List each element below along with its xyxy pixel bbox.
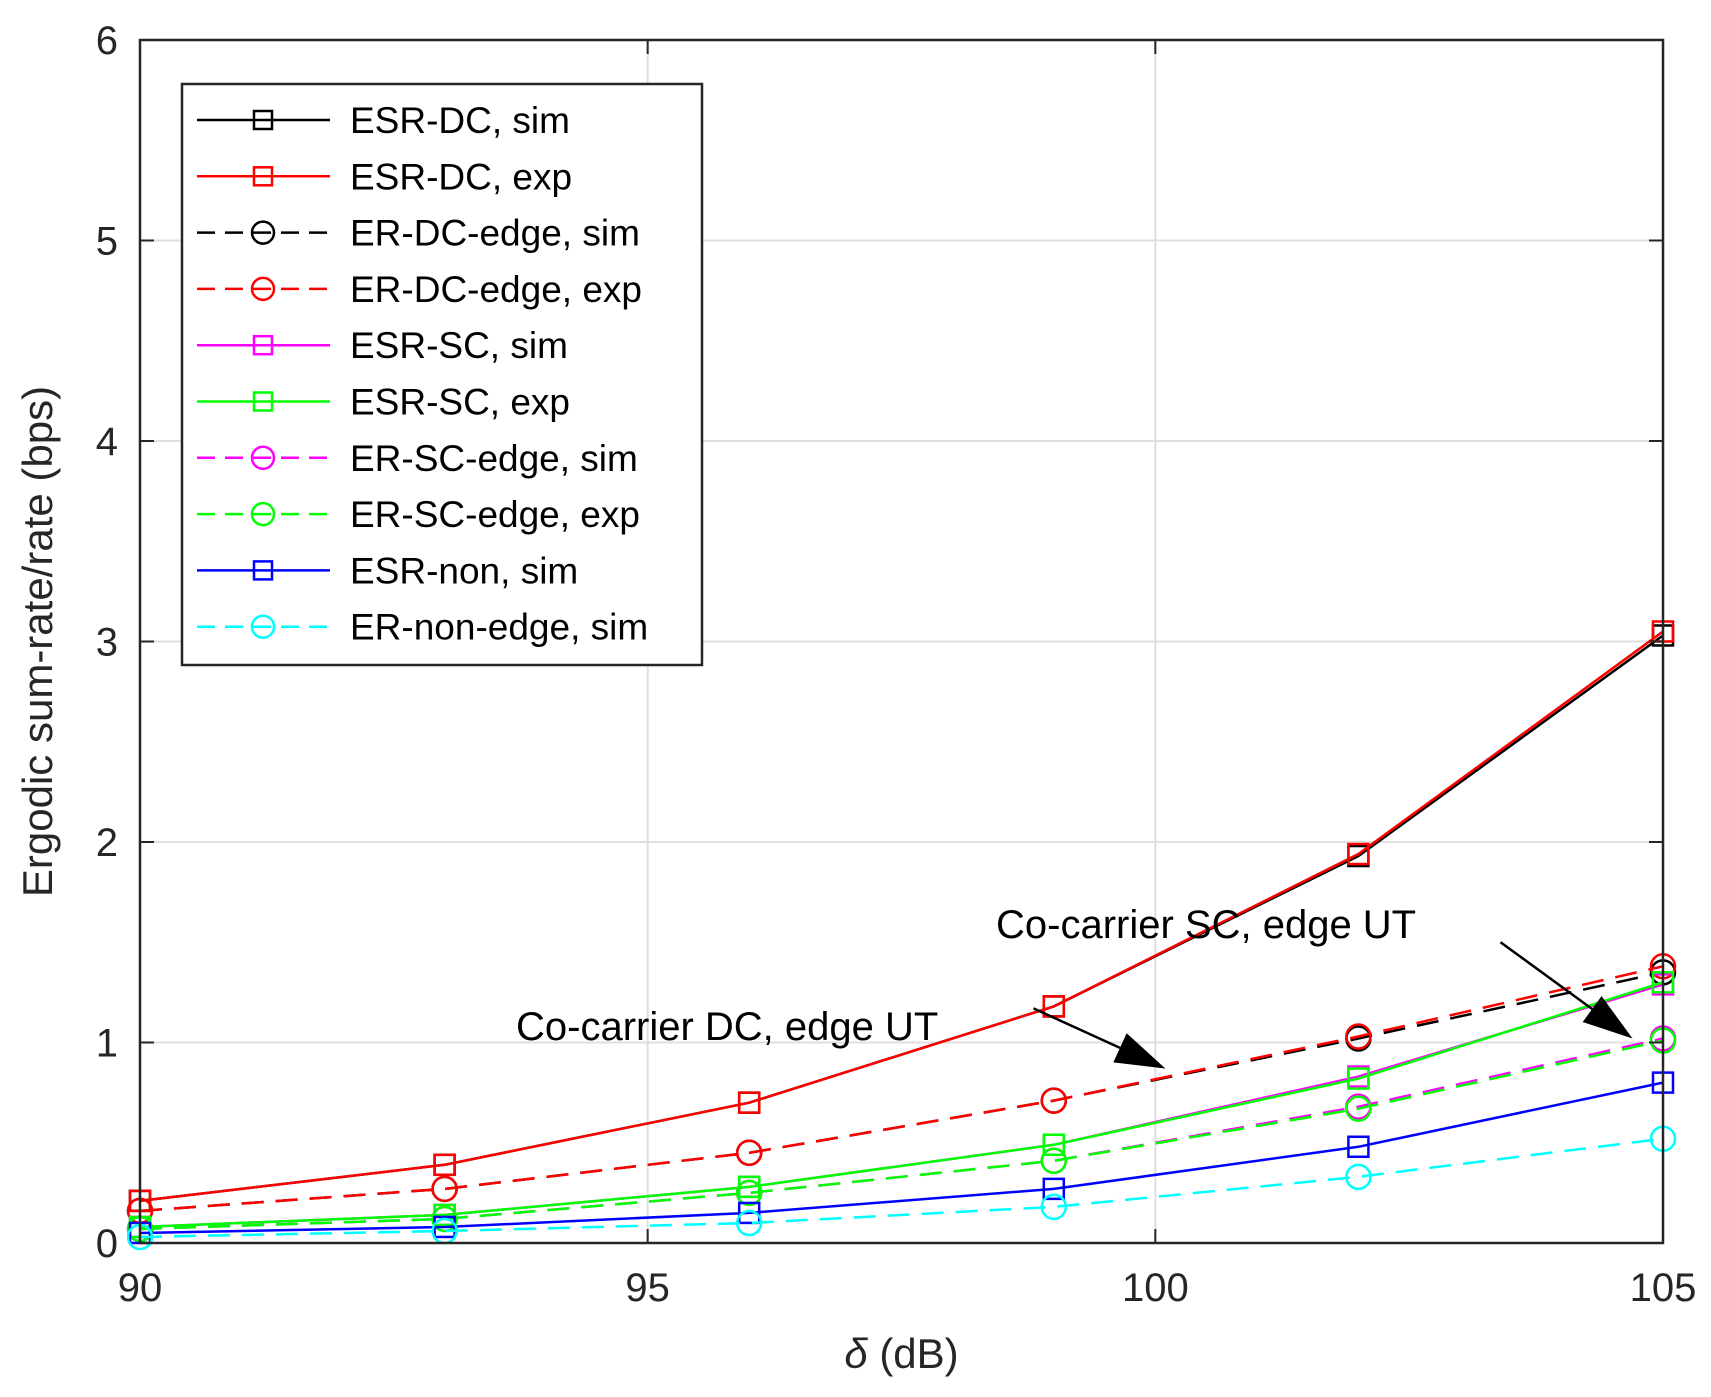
legend-label: ESR-SC, exp xyxy=(350,382,570,423)
data-point xyxy=(735,1209,763,1237)
series-line xyxy=(139,1081,1664,1235)
x-axis-symbol: δ xyxy=(844,1330,868,1377)
data-point xyxy=(433,1153,456,1177)
series-esr-dc-sim xyxy=(128,624,1675,1213)
data-point xyxy=(1345,1023,1372,1050)
legend-label: ER-non-edge, sim xyxy=(350,607,648,648)
data-point xyxy=(1040,1087,1068,1114)
legend: ESR-DC, sim ESR-DC, exp ER-DC-edge, sim ER-… xyxy=(180,82,704,667)
data-point xyxy=(737,1201,761,1225)
data-point xyxy=(1347,1135,1370,1159)
legend-item: ESR-SC, exp xyxy=(197,382,570,423)
data-point xyxy=(1040,1147,1068,1175)
data-point xyxy=(737,1091,761,1114)
legend-marker xyxy=(250,276,276,302)
legend-item: ER-DC-edge, sim xyxy=(197,213,640,254)
series-line xyxy=(139,981,1664,1229)
data-point xyxy=(735,1179,763,1207)
legend-box xyxy=(180,82,704,667)
legend-label: ER-DC-edge, exp xyxy=(350,269,642,310)
x-tick-label: 105 xyxy=(1630,1266,1697,1310)
series-line xyxy=(139,965,1664,1213)
legend-marker xyxy=(252,166,274,187)
annotation-arrow-line xyxy=(1499,941,1593,1011)
annotation-arrowhead xyxy=(1113,1033,1166,1069)
legend-label: ER-DC-edge, sim xyxy=(350,213,640,254)
x-axis-unit: (dB) xyxy=(868,1330,959,1377)
series-line xyxy=(139,1137,1664,1239)
y-tick-label: 6 xyxy=(96,19,118,63)
legend-item: ESR-SC, sim xyxy=(197,325,568,366)
ticks: 90 95 100 105 0 1 2 3 4 5 6 xyxy=(96,19,1697,1310)
series-layer xyxy=(126,620,1677,1251)
data-point xyxy=(1347,842,1370,866)
y-tick-label: 2 xyxy=(96,821,118,865)
legend-marker xyxy=(250,614,276,639)
y-tick-label: 0 xyxy=(96,1222,118,1266)
annotation: Co-carrier DC, edge UT xyxy=(516,1005,1166,1069)
legend-label: ER-SC-edge, exp xyxy=(350,494,640,535)
data-point xyxy=(735,1139,763,1167)
annotations: Co-carrier DC, edge UT Co-carrier SC, edg… xyxy=(516,903,1633,1069)
legend-item: ESR-DC, exp xyxy=(197,156,572,197)
data-point xyxy=(1042,1177,1066,1201)
legend-marker xyxy=(252,109,274,131)
y-tick-label: 3 xyxy=(96,621,118,665)
legend-label: ER-SC-edge, sim xyxy=(350,438,638,479)
legend-marker xyxy=(252,560,274,581)
legend-item: ER-SC-edge, sim xyxy=(197,438,638,479)
series-line xyxy=(139,634,1664,1203)
series-er-sc-edge-sim xyxy=(126,1025,1677,1243)
series-line xyxy=(139,1039,1664,1231)
data-point xyxy=(1345,1163,1372,1191)
y-axis-label: Ergodic sum-rate/rate (bps) xyxy=(14,386,61,897)
legend-item: ESR-non, sim xyxy=(197,550,578,591)
series-er-dc-edge-sim xyxy=(126,959,1677,1225)
legend-marker xyxy=(252,334,274,356)
legend-marker xyxy=(250,220,276,245)
series-esr-sc-exp xyxy=(128,971,1675,1239)
annotation: Co-carrier SC, edge UT xyxy=(996,903,1633,1039)
data-point xyxy=(1040,1193,1068,1221)
legend-item: ER-DC-edge, exp xyxy=(197,269,642,310)
data-point xyxy=(433,1215,456,1239)
x-axis-label: δ (dB) xyxy=(844,1330,958,1377)
legend-label: ESR-non, sim xyxy=(350,550,578,591)
series-line xyxy=(139,630,1664,1203)
data-point xyxy=(1347,1067,1370,1090)
annotation-arrowhead xyxy=(1582,996,1633,1039)
legend-label: ESR-DC, sim xyxy=(350,100,570,141)
series-er-sc-edge-exp xyxy=(126,1027,1677,1243)
series-esr-dc-exp xyxy=(128,620,1675,1213)
series-er-dc-edge-exp xyxy=(126,953,1677,1225)
annotation-arrow-line xyxy=(1032,1007,1121,1049)
legend-marker xyxy=(252,391,274,412)
y-tick-label: 4 xyxy=(96,420,118,464)
legend-marker xyxy=(250,501,276,527)
legend-label: ESR-SC, sim xyxy=(350,325,568,366)
x-tick-label: 100 xyxy=(1122,1266,1189,1310)
annotation-label: Co-carrier DC, edge UT xyxy=(516,1005,938,1049)
legend-item: ER-SC-edge, exp xyxy=(197,494,640,535)
data-point xyxy=(433,1203,456,1227)
data-point xyxy=(1042,1133,1066,1157)
legend-marker xyxy=(250,445,276,471)
y-tick-label: 5 xyxy=(96,220,118,264)
y-tick-label: 1 xyxy=(96,1022,118,1066)
data-point xyxy=(431,1205,458,1233)
x-tick-label: 90 xyxy=(118,1266,163,1310)
legend-item: ESR-DC, sim xyxy=(197,100,570,141)
data-point xyxy=(1345,1095,1372,1122)
data-point xyxy=(431,1175,458,1203)
x-tick-label: 95 xyxy=(625,1266,670,1310)
series-er-non-edge-sim xyxy=(126,1125,1677,1251)
legend-item: ER-non-edge, sim xyxy=(197,607,648,648)
legend-label: ESR-DC, exp xyxy=(350,156,572,197)
annotation-label: Co-carrier SC, edge UT xyxy=(996,903,1416,947)
